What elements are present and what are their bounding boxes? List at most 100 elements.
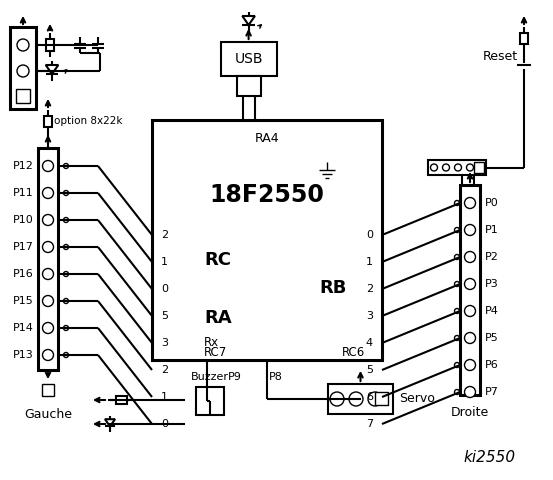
Bar	[428, 160, 486, 175]
Text: 3: 3	[366, 311, 373, 321]
Text: 3: 3	[161, 338, 168, 348]
Text: P10: P10	[13, 215, 34, 225]
Text: Servo: Servo	[399, 393, 435, 406]
Text: RB: RB	[320, 279, 347, 297]
Circle shape	[455, 254, 460, 260]
Circle shape	[465, 197, 476, 208]
Circle shape	[465, 386, 476, 397]
Circle shape	[43, 349, 54, 360]
Bar	[474, 162, 484, 173]
Text: RC: RC	[204, 251, 231, 269]
Bar	[10, 27, 36, 109]
Text: 7: 7	[366, 419, 373, 429]
Circle shape	[43, 323, 54, 334]
Bar	[42, 384, 54, 396]
Text: Droite: Droite	[451, 407, 489, 420]
Text: RA: RA	[204, 309, 232, 327]
Text: Reset: Reset	[483, 50, 518, 63]
Text: RA4: RA4	[255, 132, 279, 144]
Circle shape	[430, 164, 437, 171]
Bar	[44, 116, 52, 127]
Circle shape	[43, 296, 54, 307]
Text: P4: P4	[485, 306, 499, 316]
Text: 0: 0	[366, 230, 373, 240]
Text: 1: 1	[366, 257, 373, 267]
Text: P7: P7	[485, 387, 499, 397]
Bar	[196, 387, 224, 415]
Circle shape	[17, 65, 29, 77]
Circle shape	[455, 281, 460, 287]
Text: 2: 2	[366, 284, 373, 294]
Text: P2: P2	[485, 252, 499, 262]
Text: P3: P3	[485, 279, 499, 289]
Text: RC7: RC7	[204, 346, 227, 359]
Circle shape	[455, 201, 460, 205]
Text: Gauche: Gauche	[24, 408, 72, 421]
Bar	[221, 42, 276, 76]
Bar	[237, 76, 260, 96]
Circle shape	[368, 392, 382, 406]
Bar	[38, 148, 58, 370]
Circle shape	[455, 228, 460, 232]
Text: 5: 5	[161, 311, 168, 321]
Circle shape	[64, 164, 69, 168]
Text: P17: P17	[13, 242, 34, 252]
Circle shape	[442, 164, 450, 171]
Circle shape	[64, 325, 69, 331]
Text: P13: P13	[13, 350, 34, 360]
Circle shape	[455, 362, 460, 368]
Circle shape	[465, 252, 476, 263]
Circle shape	[64, 244, 69, 250]
Circle shape	[465, 305, 476, 316]
Bar	[520, 33, 528, 44]
Text: P9: P9	[228, 372, 242, 382]
Circle shape	[349, 392, 363, 406]
Circle shape	[467, 164, 473, 171]
Text: 0: 0	[161, 284, 168, 294]
Bar	[152, 120, 382, 360]
Circle shape	[64, 217, 69, 223]
Text: 1: 1	[161, 392, 168, 402]
Circle shape	[64, 191, 69, 195]
Circle shape	[43, 160, 54, 171]
Polygon shape	[105, 419, 115, 426]
Circle shape	[43, 241, 54, 252]
Text: P11: P11	[13, 188, 34, 198]
Circle shape	[465, 360, 476, 371]
Text: P12: P12	[13, 161, 34, 171]
Text: P14: P14	[13, 323, 34, 333]
Text: USB: USB	[234, 52, 263, 66]
Text: 2: 2	[161, 230, 168, 240]
Bar	[16, 89, 30, 103]
Text: Buzzer: Buzzer	[191, 372, 229, 382]
Circle shape	[43, 188, 54, 199]
Text: 18F2550: 18F2550	[210, 183, 325, 207]
Text: P8: P8	[269, 372, 283, 382]
Text: P16: P16	[13, 269, 34, 279]
Bar	[460, 185, 480, 395]
Circle shape	[455, 164, 462, 171]
Text: P0: P0	[485, 198, 499, 208]
Text: ki2550: ki2550	[464, 451, 516, 466]
Text: Rx: Rx	[204, 336, 219, 348]
Text: 5: 5	[366, 365, 373, 375]
Bar	[46, 39, 54, 51]
Polygon shape	[242, 16, 255, 25]
Text: 1: 1	[161, 257, 168, 267]
Circle shape	[465, 278, 476, 289]
Text: 4: 4	[366, 338, 373, 348]
Text: P6: P6	[485, 360, 499, 370]
Text: RC6: RC6	[342, 346, 365, 359]
Circle shape	[64, 272, 69, 276]
Circle shape	[330, 392, 344, 406]
Text: P5: P5	[485, 333, 499, 343]
Circle shape	[43, 268, 54, 279]
Circle shape	[64, 299, 69, 303]
Circle shape	[465, 333, 476, 344]
Circle shape	[455, 309, 460, 313]
Circle shape	[465, 225, 476, 236]
Circle shape	[64, 352, 69, 358]
Text: option 8x22k: option 8x22k	[54, 116, 123, 126]
Text: 0: 0	[161, 419, 168, 429]
Circle shape	[17, 39, 29, 51]
